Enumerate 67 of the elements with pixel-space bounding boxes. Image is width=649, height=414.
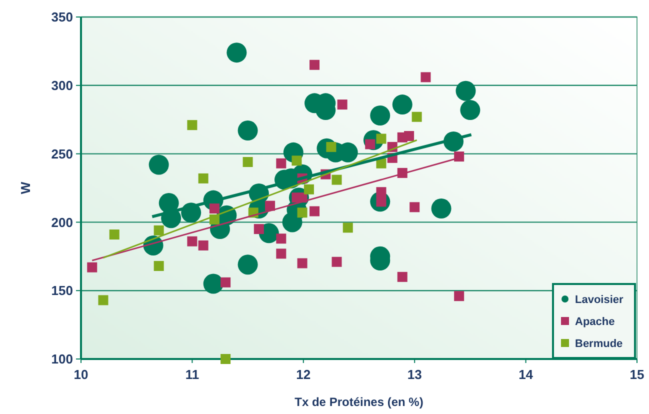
point: [254, 224, 264, 234]
point: [310, 60, 320, 70]
point: [265, 200, 276, 211]
point: [397, 272, 408, 282]
y-tick-label: 100: [51, 352, 73, 367]
point: [292, 156, 302, 166]
point: [226, 42, 247, 63]
y-tick-label: 350: [51, 10, 73, 25]
point: [376, 158, 386, 168]
point: [412, 112, 422, 122]
point: [282, 212, 302, 232]
point: [404, 131, 414, 142]
point: [456, 80, 476, 101]
point: [297, 258, 308, 268]
point: [304, 184, 314, 194]
point: [337, 100, 348, 110]
y-tick-label: 250: [51, 146, 73, 162]
point: [87, 262, 98, 272]
point: [376, 134, 386, 144]
point: [342, 222, 353, 233]
point: [276, 234, 286, 244]
point: [198, 240, 208, 250]
point: [276, 158, 286, 168]
point: [332, 174, 342, 185]
point: [238, 254, 258, 275]
y-axis-title: W: [18, 181, 33, 194]
point: [392, 94, 412, 115]
x-tick-label: 14: [518, 367, 534, 382]
point: [410, 202, 420, 212]
x-tick-label: 11: [185, 367, 200, 382]
point: [209, 204, 220, 214]
point: [376, 187, 386, 198]
point: [220, 354, 231, 364]
point: [238, 120, 258, 141]
point: [98, 295, 108, 306]
point: [187, 236, 198, 246]
x-tick-label: 13: [407, 367, 422, 382]
legend-label: Lavoisier: [575, 294, 624, 306]
point: [203, 274, 224, 294]
point: [198, 173, 208, 184]
y-tick-label: 200: [51, 214, 73, 230]
x-tick-label: 12: [296, 367, 311, 382]
point: [297, 208, 308, 218]
point: [454, 152, 464, 162]
point: [276, 248, 286, 259]
x-tick-label: 15: [630, 367, 644, 382]
legend-label: Bermude: [575, 338, 623, 350]
point: [326, 142, 336, 152]
point: [310, 206, 320, 216]
y-tick-label: 150: [51, 283, 73, 298]
point: [431, 198, 452, 219]
point: [148, 154, 169, 175]
point: [154, 225, 164, 236]
legend-label: Apache: [575, 316, 615, 328]
point: [454, 291, 464, 302]
point: [187, 120, 198, 130]
point: [242, 157, 253, 168]
x-tick-label: 10: [74, 367, 88, 382]
point: [109, 230, 120, 240]
point: [460, 100, 480, 120]
point: [220, 277, 231, 288]
point: [420, 72, 431, 82]
point: [154, 260, 164, 271]
point: [370, 105, 390, 126]
y-tick-label: 300: [51, 78, 73, 93]
x-axis-title: Tx de Protéines (en %): [294, 395, 424, 409]
point: [332, 256, 342, 267]
